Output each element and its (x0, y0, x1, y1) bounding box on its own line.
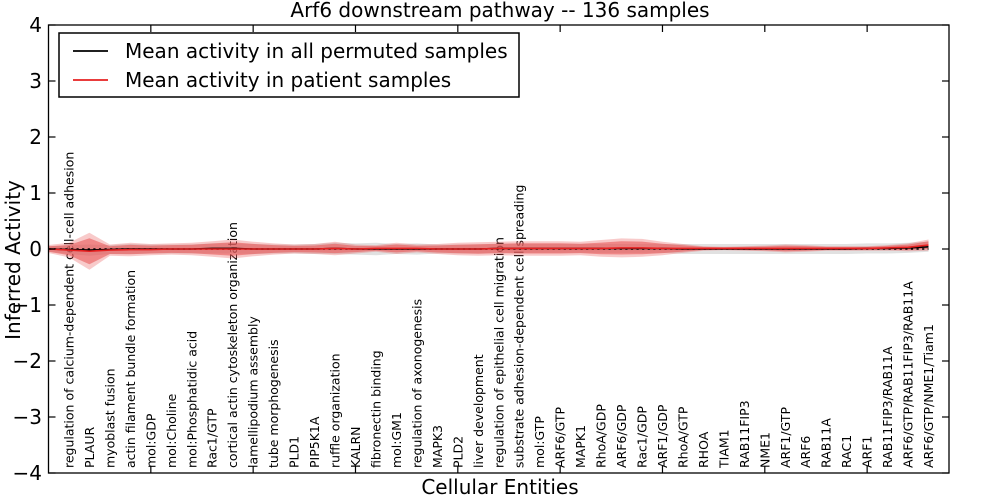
x-category-label: PLD1 (287, 436, 302, 468)
x-category-label: Rac1/GDP (635, 406, 650, 468)
y-tick-label: 0 (29, 237, 42, 261)
x-category-label: PIP5K1A (307, 416, 322, 468)
x-category-label: liver development (471, 354, 486, 468)
x-category-label: regulation of axonogenesis (409, 299, 424, 468)
x-category-label: cortical actin cytoskeleton organization (225, 222, 240, 468)
x-category-label: regulation of calcium-dependent cell-cel… (61, 152, 76, 468)
axis-ticks (48, 24, 949, 474)
plot-border (47, 24, 950, 474)
x-category-label: KALRN (348, 426, 363, 468)
x-category-label: RAB11FIP3/RAB11A (880, 346, 895, 468)
x-category-label: RAC1 (839, 435, 854, 468)
y-tick-label: −4 (13, 461, 42, 485)
y-axis-label: Inferred Activity (1, 180, 25, 340)
x-category-label: RAB11FIP3 (737, 400, 752, 468)
x-category-label: PLAUR (82, 427, 97, 468)
x-category-label: mol:GTP (532, 416, 547, 468)
x-category-label: RhoA/GTP (675, 406, 690, 468)
patient-std-band-inner (48, 238, 929, 265)
y-tick-label: 3 (29, 69, 42, 93)
x-category-label: ARF1/GDP (655, 404, 670, 468)
x-category-label: mol:GDP (143, 413, 158, 468)
y-tick-label: −1 (13, 293, 42, 317)
y-tick-label: −3 (13, 405, 42, 429)
x-category-label: ARF1 (860, 436, 875, 468)
patient-mean-line (48, 244, 929, 253)
x-category-label: ARF1/GTP (778, 407, 793, 468)
x-category-label: Rac1/GTP (205, 408, 220, 468)
x-category-label: MAPK1 (573, 425, 588, 468)
y-tick-label: −2 (13, 349, 42, 373)
x-category-label: mol:GM1 (389, 412, 404, 468)
x-category-label: TIAM1 (716, 429, 731, 469)
legend-box (58, 32, 520, 98)
x-category-label: ARF6/GTP/NME1/Tiam1 (921, 324, 936, 468)
x-category-label: ARF6/GTP (553, 407, 568, 468)
y-tick-label: 1 (29, 181, 42, 205)
mean-lines (48, 244, 929, 253)
y-tick-label: 2 (29, 125, 42, 149)
x-category-label: mol:Phosphatidic acid (184, 331, 199, 468)
x-category-label: NME1 (757, 432, 772, 468)
legend-label-permuted: Mean activity in all permuted samples (125, 39, 508, 63)
x-category-label: RHOA (696, 431, 711, 468)
x-category-labels: regulation of calcium-dependent cell-cel… (61, 152, 936, 469)
x-category-label: MAPK3 (430, 425, 445, 468)
y-tick-label: 4 (29, 13, 42, 37)
x-category-label: ARF6/GDP (614, 404, 629, 468)
x-category-label: PLD2 (450, 436, 465, 468)
x-axis-label: Cellular Entities (421, 475, 578, 499)
x-category-label: lamellipodium assembly (246, 316, 261, 468)
y-tick-labels: 4 3 2 1 0 −1 −2 −3 −4 (13, 13, 42, 485)
x-category-label: tube morphogenesis (266, 339, 281, 468)
x-category-label: fibronectin binding (368, 350, 383, 468)
legend-label-patient: Mean activity in patient samples (125, 68, 451, 92)
chart-title: Arf6 downstream pathway -- 136 samples (290, 0, 709, 22)
x-category-label: mol:Choline (164, 393, 179, 468)
x-category-label: regulation of epithelial cell migration (491, 237, 506, 468)
x-category-label: actin filament bundle formation (123, 270, 138, 468)
x-category-label: ruffle organization (328, 353, 343, 468)
x-category-label: myoblast fusion (102, 368, 117, 468)
x-category-label: RhoA/GDP (594, 404, 609, 468)
x-category-label: ARF6/GTP/RAB11FIP3/RAB11A (901, 281, 916, 468)
x-category-label: RAB11A (819, 418, 834, 468)
x-category-label: ARF6 (798, 436, 813, 468)
x-category-label: substrate adhesion-dependent cell spread… (512, 185, 527, 468)
legend: Mean activity in all permuted samples Me… (58, 32, 520, 98)
